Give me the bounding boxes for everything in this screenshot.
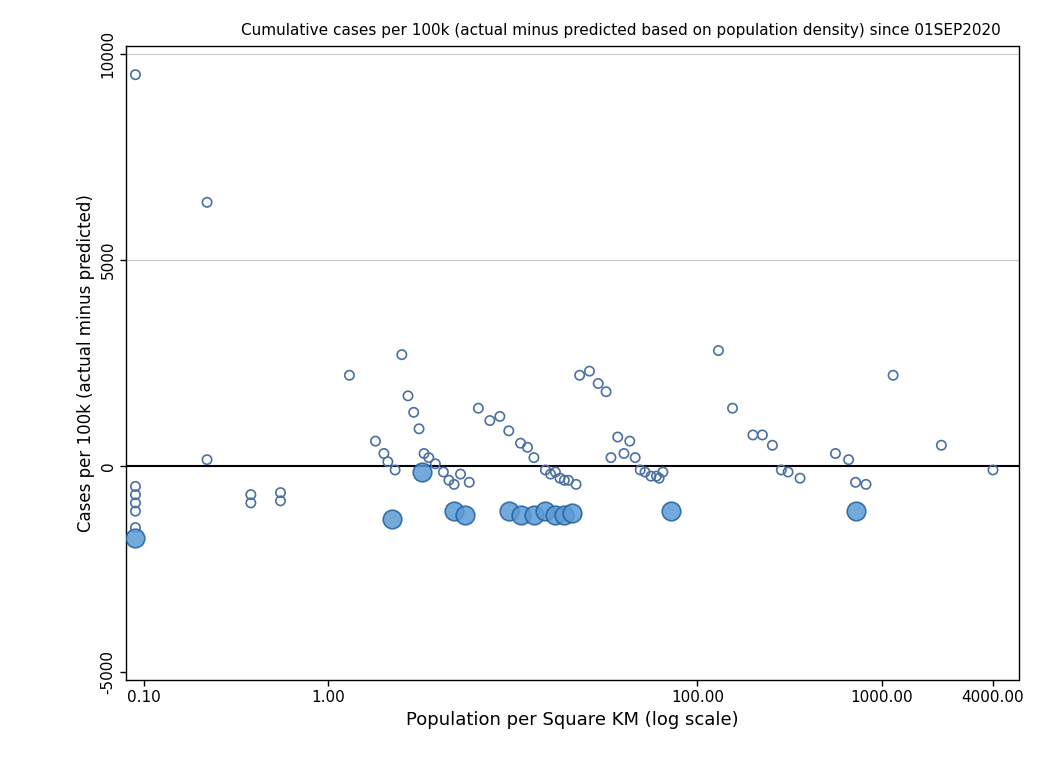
Point <box>632 464 649 476</box>
Point <box>420 452 437 464</box>
Point <box>376 448 393 460</box>
Point <box>724 402 741 414</box>
Point <box>754 429 771 441</box>
Point <box>243 497 259 509</box>
Point <box>414 466 430 478</box>
Point <box>127 69 144 81</box>
Point <box>590 377 607 390</box>
Point <box>427 458 444 470</box>
Point <box>441 474 458 487</box>
Point <box>272 495 289 507</box>
Point <box>386 464 403 476</box>
Point <box>525 509 542 521</box>
Point <box>512 509 529 521</box>
Point <box>445 478 462 490</box>
Point <box>341 369 358 381</box>
Point <box>840 454 857 466</box>
Point <box>643 470 659 482</box>
Point <box>537 505 553 517</box>
Point <box>985 464 1002 476</box>
Point <box>525 452 542 464</box>
Point <box>627 452 644 464</box>
Point <box>555 474 572 487</box>
Point <box>127 505 144 517</box>
Point <box>571 369 588 381</box>
Point <box>379 455 396 468</box>
Point <box>127 481 144 493</box>
Text: Cumulative cases per 100k (actual minus predicted based on population density) s: Cumulative cases per 100k (actual minus … <box>240 23 1001 37</box>
Point <box>537 464 553 476</box>
Point <box>581 365 597 377</box>
Point <box>551 472 568 484</box>
Point <box>555 509 572 521</box>
Point <box>243 488 259 500</box>
Point <box>622 435 638 447</box>
Point <box>400 390 417 402</box>
Point <box>560 474 576 487</box>
Y-axis label: Cases per 100k (actual minus predicted): Cases per 100k (actual minus predicted) <box>77 194 96 532</box>
Point <box>636 466 653 478</box>
Point <box>597 386 614 398</box>
Point <box>654 466 671 478</box>
Point <box>780 466 797 478</box>
Point <box>603 452 620 464</box>
Point <box>470 402 487 414</box>
Point <box>127 497 144 509</box>
Point <box>198 454 215 466</box>
Point <box>773 464 790 476</box>
Point <box>501 425 518 437</box>
Point <box>885 369 902 381</box>
Point <box>547 509 564 521</box>
Point <box>519 441 536 453</box>
Point <box>411 422 427 435</box>
Point <box>542 468 559 481</box>
Point <box>453 468 469 481</box>
Point <box>858 478 875 490</box>
Point <box>127 532 144 544</box>
Point <box>609 431 626 443</box>
Point <box>744 429 761 441</box>
Point <box>127 488 144 500</box>
Point <box>547 466 564 478</box>
Point <box>933 439 950 452</box>
Point <box>648 470 665 482</box>
Point <box>792 472 809 484</box>
Point <box>512 437 529 449</box>
Point <box>501 505 518 517</box>
Point <box>663 505 679 517</box>
Point <box>764 439 781 452</box>
Point <box>394 348 411 361</box>
Point <box>435 466 452 478</box>
Point <box>651 472 668 484</box>
Point <box>457 509 474 521</box>
Point <box>198 196 215 209</box>
Point <box>615 448 632 460</box>
Point <box>847 476 864 488</box>
Point <box>568 478 585 490</box>
Point <box>491 410 508 422</box>
Point <box>461 476 478 488</box>
Point <box>847 505 864 517</box>
X-axis label: Population per Square KM (log scale): Population per Square KM (log scale) <box>406 711 738 729</box>
Point <box>827 448 844 460</box>
Point <box>383 513 400 526</box>
Point <box>272 487 289 499</box>
Point <box>482 414 499 426</box>
Point <box>710 345 727 357</box>
Point <box>368 435 384 447</box>
Point <box>416 448 433 460</box>
Point <box>445 505 462 517</box>
Point <box>564 507 581 520</box>
Point <box>405 406 422 419</box>
Point <box>127 522 144 534</box>
